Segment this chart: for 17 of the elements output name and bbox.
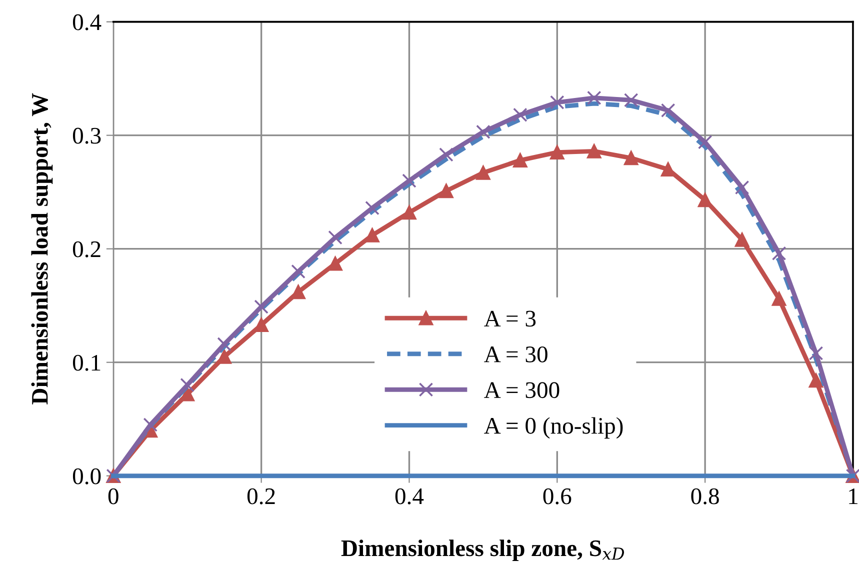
x-tick-label: 0 — [108, 488, 118, 504]
y-tick-label: 0.0 — [72, 468, 101, 484]
y-tick-label: 0.4 — [72, 14, 102, 30]
y-tick-label: 0.2 — [72, 241, 100, 258]
x-tick-label: 0.4 — [395, 488, 424, 504]
y-axis-title: Dimensionless load support, W — [31, 93, 53, 404]
legend-label: A = 30 — [484, 346, 548, 362]
y-tick-label: 0.3 — [72, 128, 101, 144]
legend-label: A = 0 (no-slip) — [484, 417, 623, 439]
x-tick-label: 0.2 — [247, 488, 275, 504]
y-tick-label: 0.1 — [72, 354, 100, 371]
x-tick-label: 1 — [849, 488, 858, 504]
x-tick-label: 0.6 — [543, 488, 572, 504]
legend-label: A = 3 — [484, 310, 536, 327]
x-axis-title: Dimensionless slip zone, S$_{xD}$ — [341, 540, 624, 562]
legend-label: A = 300 — [484, 382, 560, 398]
x-tick-label: 0.8 — [691, 488, 719, 504]
